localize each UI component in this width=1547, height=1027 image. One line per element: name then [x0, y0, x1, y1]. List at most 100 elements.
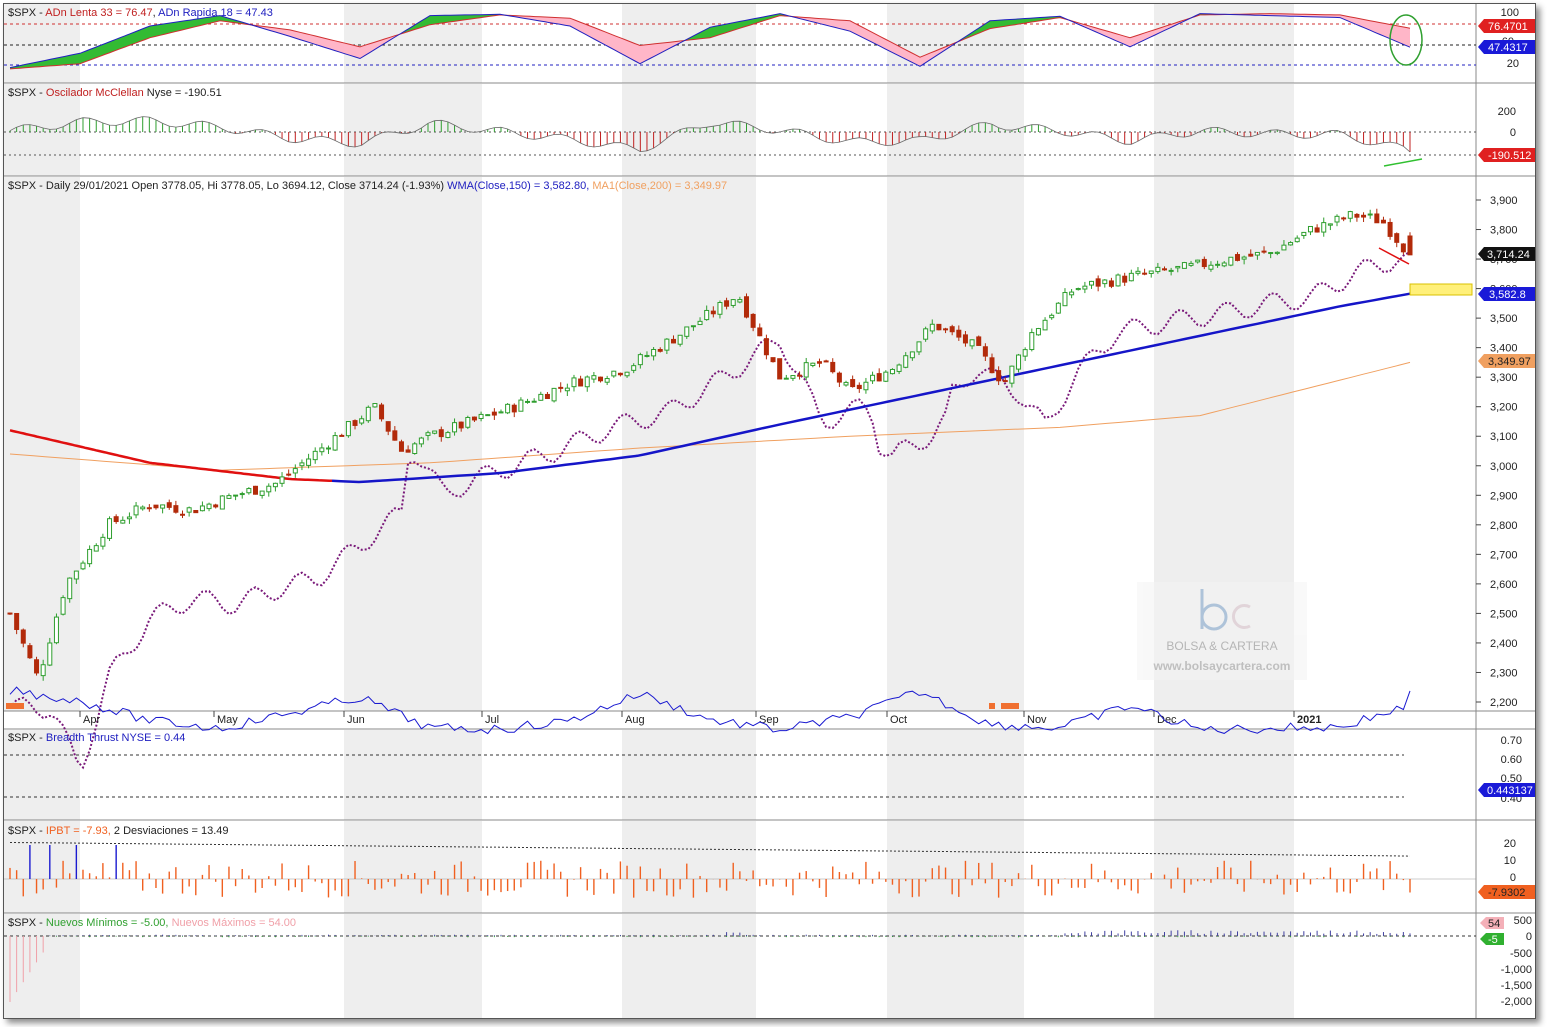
adn-fill-segment: [735, 21, 740, 30]
candle-body: [1281, 244, 1287, 251]
month-label: Aug: [625, 714, 645, 726]
candle-body: [1321, 222, 1327, 233]
candle-body: [1367, 213, 1373, 216]
price-tick-label: 2,900: [1490, 490, 1518, 502]
ipbt-tag: -7.9302: [1478, 885, 1535, 899]
adn-fill-segment: [640, 44, 645, 64]
adn-title: $SPX - ADn Lenta 33 = 76.47, ADn Rapida …: [8, 7, 273, 19]
price-tick-label: 3,000: [1490, 461, 1518, 473]
candle-body: [657, 349, 663, 352]
month-shade: [887, 914, 1024, 1018]
candle-body: [1248, 253, 1254, 257]
candle-body: [1301, 231, 1307, 237]
candle-body: [491, 411, 497, 416]
adn-fill-segment: [1335, 14, 1340, 18]
candle-body: [671, 338, 677, 344]
wma-tag: 3,582.8: [1478, 287, 1535, 301]
candle-body: [1394, 233, 1400, 243]
candle-body: [73, 570, 79, 580]
price-tick-label: 2,800: [1490, 520, 1518, 532]
adn-lenta-line: [9, 13, 1411, 70]
price-tick-label: 2,200: [1490, 697, 1518, 709]
adn-fill-segment: [75, 53, 80, 65]
month-shade: [4, 821, 80, 913]
adn-fill-segment: [45, 59, 50, 67]
adn-fill-segment: [720, 24, 725, 35]
candle-body: [93, 545, 99, 552]
adn-fill-segment: [1365, 19, 1370, 31]
nuevos-panel: $SPX - Nuevos Mínimos = -5.00, Nuevos Má…: [4, 915, 1532, 1008]
candle-body: [797, 374, 803, 377]
adn-fill-segment: [180, 20, 185, 31]
candle-body: [1341, 217, 1347, 220]
candle-body: [478, 413, 484, 420]
ma200-value: 3,349.97: [1488, 356, 1531, 368]
adn-fill-segment: [1370, 20, 1375, 33]
month-label: 2021: [1297, 714, 1321, 726]
price-tick-label: 3,400: [1490, 343, 1518, 355]
candle-body: [1374, 213, 1380, 224]
candle-body: [956, 329, 962, 338]
price-tick-label: 2,700: [1490, 549, 1518, 561]
candle-body: [1115, 274, 1121, 287]
candle-body: [1122, 275, 1128, 283]
adn-rapida-value: 47.4317: [1488, 42, 1528, 54]
adn-fill-segment: [865, 28, 870, 42]
adn-fill-segment: [210, 16, 215, 24]
mcclellan-panel: $SPX - Oscilador McClellan Nyse = -190.5…: [4, 87, 1535, 167]
adn-fill-segment: [110, 39, 115, 53]
candle-body: [777, 358, 783, 380]
month-shade: [622, 821, 756, 913]
close-value: 3,714.24: [1487, 249, 1530, 261]
candle-body: [438, 429, 444, 438]
candle-body: [1089, 280, 1095, 286]
candle-body: [299, 462, 305, 467]
adn-fill-segment: [445, 15, 450, 23]
month-shade: [887, 177, 1024, 711]
adn-fill-segment: [135, 29, 140, 44]
candle-body: [1175, 265, 1181, 269]
candle-body: [1307, 225, 1313, 233]
candle-body: [1400, 243, 1406, 253]
candle-body: [239, 493, 245, 496]
maximos-value: 54: [1488, 918, 1500, 930]
candle-body: [365, 406, 371, 422]
month-label: Apr: [83, 714, 100, 726]
mcclellan-outline: [9, 116, 1411, 153]
wma-value: 3,582.8: [1489, 289, 1526, 301]
support-zone: [1409, 283, 1473, 296]
price-tick-label: 2,600: [1490, 579, 1518, 591]
adn-fill-segment: [285, 29, 290, 37]
adn-tick: 20: [1507, 58, 1519, 70]
adn-rapida-line: [9, 13, 1411, 69]
candle-body: [312, 450, 318, 461]
candle-body: [1009, 365, 1015, 384]
candle-body: [1075, 288, 1081, 291]
adn-fill-segment: [1395, 25, 1400, 43]
price-tick-label: 3,100: [1490, 431, 1518, 443]
adn-fill-segment: [825, 18, 830, 27]
watermark: BOLSA & CARTERA www.bolsaycartera.com: [1137, 582, 1307, 680]
adn-fill-segment: [160, 23, 165, 36]
watermark-url: www.bolsaycartera.com: [1153, 659, 1291, 673]
adn-fill-segment: [1310, 14, 1315, 17]
candle-body: [173, 505, 179, 513]
candle-body: [1168, 269, 1174, 272]
adn-fill-segment: [1375, 21, 1380, 35]
nuevos-tick: -2,000: [1501, 996, 1532, 1008]
ipbt-tick: 20: [1504, 838, 1516, 850]
adn-fill-segment: [145, 26, 150, 40]
candle-body: [432, 430, 438, 434]
candle-body: [352, 420, 358, 426]
candle-body: [133, 505, 139, 516]
adn-fill-segment: [595, 27, 600, 43]
adn-fill-segment: [120, 35, 125, 49]
adn-fill-segment: [805, 17, 810, 22]
adn-fill-segment: [130, 31, 135, 46]
candle-body: [385, 421, 391, 432]
candle-body: [1069, 291, 1075, 296]
candle-body: [1002, 380, 1008, 383]
adn-fill-segment: [465, 14, 470, 20]
adn-fill-segment: [820, 18, 825, 25]
candle-body: [525, 400, 531, 403]
